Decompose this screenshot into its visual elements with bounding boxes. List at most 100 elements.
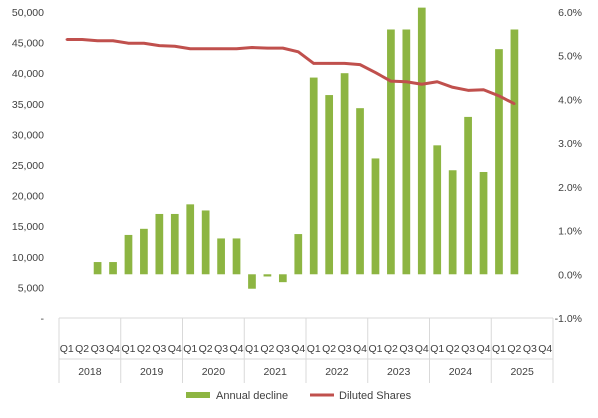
bar[interactable]	[309, 77, 318, 275]
bar[interactable]	[464, 116, 472, 275]
line-point	[513, 102, 516, 106]
bar[interactable]	[170, 213, 179, 275]
quarter-tick-label: Q3	[461, 343, 475, 355]
quarter-tick-label: Q1	[183, 343, 197, 355]
right-tick-label: 4.0%	[558, 94, 582, 106]
legend-swatch-annual-decline	[186, 392, 210, 398]
right-tick-label: 0.0%	[558, 269, 582, 281]
left-tick-label: 45,000	[12, 38, 44, 50]
right-tick-label: 6.0%	[558, 7, 582, 19]
bar[interactable]	[248, 274, 256, 289]
bar[interactable]	[140, 228, 148, 275]
quarter-tick-label: Q1	[492, 343, 506, 355]
bar[interactable]	[340, 73, 349, 275]
left-tick-label: 15,000	[12, 221, 44, 233]
bar[interactable]	[124, 234, 133, 275]
bar[interactable]	[433, 145, 442, 275]
line-point	[142, 42, 146, 45]
quarter-tick-label: Q4	[415, 343, 429, 355]
bar[interactable]	[417, 7, 426, 275]
line-point	[297, 50, 300, 53]
year-tick-label: 2020	[202, 366, 226, 378]
line-point	[374, 71, 377, 74]
year-tick-label: 2021	[263, 366, 287, 378]
quarter-tick-label: Q2	[507, 343, 521, 355]
line-point	[219, 47, 223, 50]
quarter-tick-label: Q3	[523, 343, 537, 355]
quarter-tick-label: Q2	[260, 343, 274, 355]
line-point	[466, 89, 470, 92]
bar[interactable]	[93, 262, 102, 275]
quarter-tick-label: Q4	[106, 343, 120, 355]
bar[interactable]	[371, 158, 380, 275]
quarter-tick-label: Q2	[446, 343, 460, 355]
legend-label-annual-decline: Annual decline	[216, 390, 288, 402]
line-point	[420, 83, 423, 86]
bar[interactable]	[325, 95, 334, 275]
bar[interactable]	[479, 171, 488, 275]
line-point	[235, 47, 238, 50]
bar[interactable]	[155, 213, 164, 275]
line-point	[173, 45, 176, 48]
quarter-tick-label: Q3	[338, 343, 352, 355]
line-point	[80, 38, 84, 41]
line-point	[158, 44, 161, 47]
left-tick-label: 35,000	[12, 99, 44, 111]
quarter-tick-label: Q3	[214, 343, 228, 355]
quarter-tick-label: Q2	[199, 343, 213, 355]
bar[interactable]	[402, 29, 411, 275]
year-tick-label: 2023	[387, 366, 411, 378]
bar[interactable]	[510, 29, 519, 275]
quarter-tick-label: Q1	[368, 343, 382, 355]
year-tick-label: 2019	[140, 366, 164, 378]
right-tick-label: 5.0%	[558, 51, 582, 63]
bar[interactable]	[448, 170, 457, 275]
bar-series	[93, 7, 519, 289]
legend-label-diluted-shares: Diluted Shares	[339, 390, 412, 402]
quarter-tick-label: Q3	[399, 343, 413, 355]
left-tick-label: -	[41, 313, 45, 325]
line-path[interactable]	[66, 38, 516, 106]
right-axis-ticks: -1.0% 0.0% 1.0% 2.0% 3.0% 4.0% 5.0% 6.0%	[555, 7, 582, 325]
quarter-tick-label: Q1	[121, 343, 135, 355]
year-tick-label: 2018	[78, 366, 102, 378]
bar[interactable]	[186, 204, 195, 275]
quarter-tick-label: Q4	[230, 343, 244, 355]
quarter-tick-label: Q1	[60, 343, 74, 355]
quarter-tick-label: Q4	[477, 343, 491, 355]
year-tick-label: 2022	[325, 366, 349, 378]
bar[interactable]	[232, 238, 241, 275]
year-tick-label: 2025	[510, 366, 534, 378]
quarter-tick-label: Q2	[322, 343, 336, 355]
bar[interactable]	[263, 274, 272, 277]
bar[interactable]	[109, 262, 117, 275]
quarter-tick-label: Q1	[430, 343, 444, 355]
bar[interactable]	[278, 274, 287, 283]
left-tick-label: 25,000	[12, 160, 44, 172]
left-tick-label: 10,000	[12, 252, 44, 264]
quarter-tick-label: Q4	[168, 343, 182, 355]
line-point	[111, 39, 115, 42]
quarter-tick-label: Q4	[538, 343, 552, 355]
line-point	[343, 62, 346, 65]
bar[interactable]	[356, 108, 364, 275]
bar[interactable]	[201, 210, 210, 275]
line-point	[189, 47, 192, 50]
quarter-tick-label: Q1	[307, 343, 321, 355]
bar[interactable]	[294, 234, 303, 275]
left-tick-label: 40,000	[12, 68, 44, 80]
right-tick-label: 3.0%	[558, 138, 582, 150]
quarter-tick-label: Q2	[137, 343, 151, 355]
bar[interactable]	[387, 29, 395, 275]
line-point	[389, 79, 393, 83]
quarter-tick-label: Q3	[152, 343, 166, 355]
legend[interactable]: Annual decline Diluted Shares	[186, 390, 412, 402]
quarter-tick-label: Q2	[384, 343, 398, 355]
bar[interactable]	[495, 49, 503, 275]
left-axis-ticks: - 5,000 10,000 15,000 20,000 25,000 30,000 35,0…	[12, 7, 45, 325]
bar[interactable]	[217, 238, 225, 275]
right-tick-label: 2.0%	[558, 182, 582, 194]
year-tick-label: 2024	[449, 366, 473, 378]
